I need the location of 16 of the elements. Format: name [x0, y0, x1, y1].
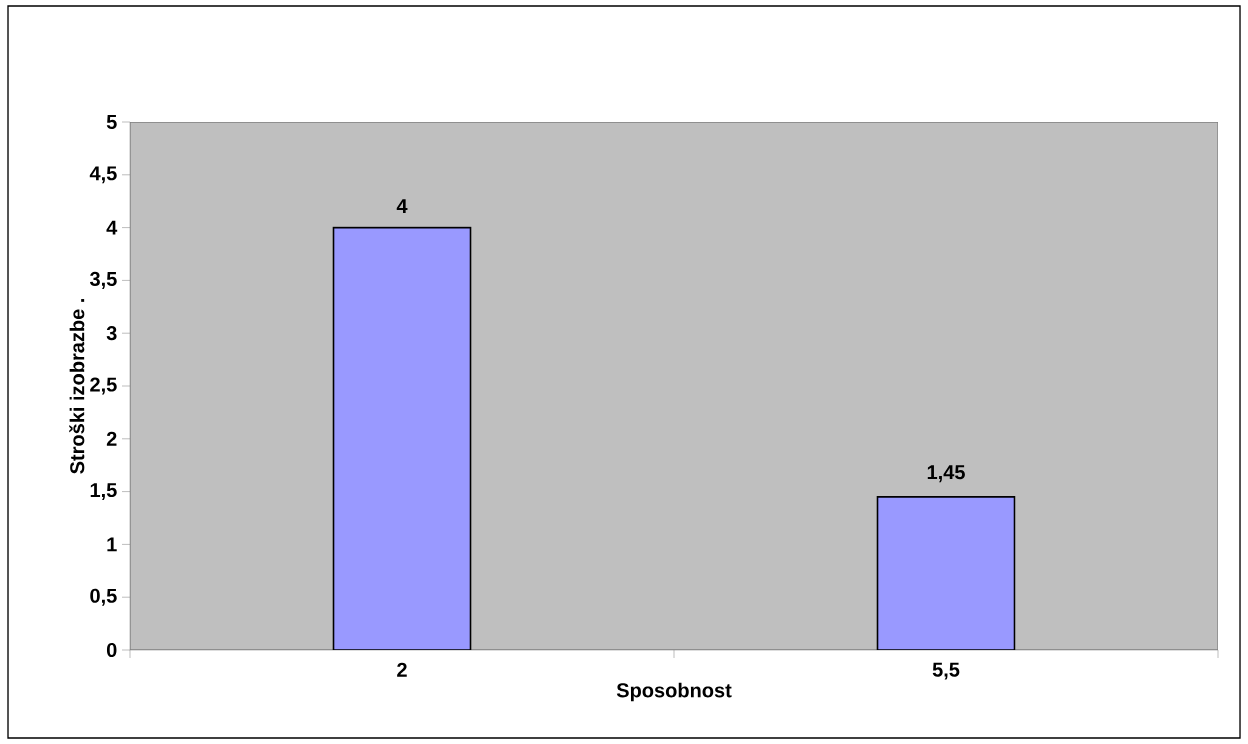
- data-label: 1,45: [927, 465, 965, 483]
- y-tick-label: 2,5: [90, 377, 117, 395]
- y-tick-label: 0,5: [90, 588, 117, 606]
- x-tick-label: 5,5: [932, 662, 960, 680]
- x-axis-title: Sposobnost: [616, 682, 732, 702]
- y-tick-label: 2: [106, 431, 117, 446]
- y-tick-label: 3,5: [89, 271, 117, 289]
- y-tick-label: 4: [106, 220, 118, 235]
- y-tick-label: 0: [106, 642, 117, 658]
- y-tick-label: 5: [106, 115, 117, 129]
- y-tick-label: 4,5: [89, 166, 117, 184]
- y-tick-label: 1,5: [90, 483, 117, 501]
- y-tick-label: 3: [106, 326, 117, 341]
- data-label: 4: [396, 199, 408, 213]
- y-axis-title: Stroški izobrazbe .: [69, 299, 85, 474]
- y-tick-label: 1: [107, 537, 117, 552]
